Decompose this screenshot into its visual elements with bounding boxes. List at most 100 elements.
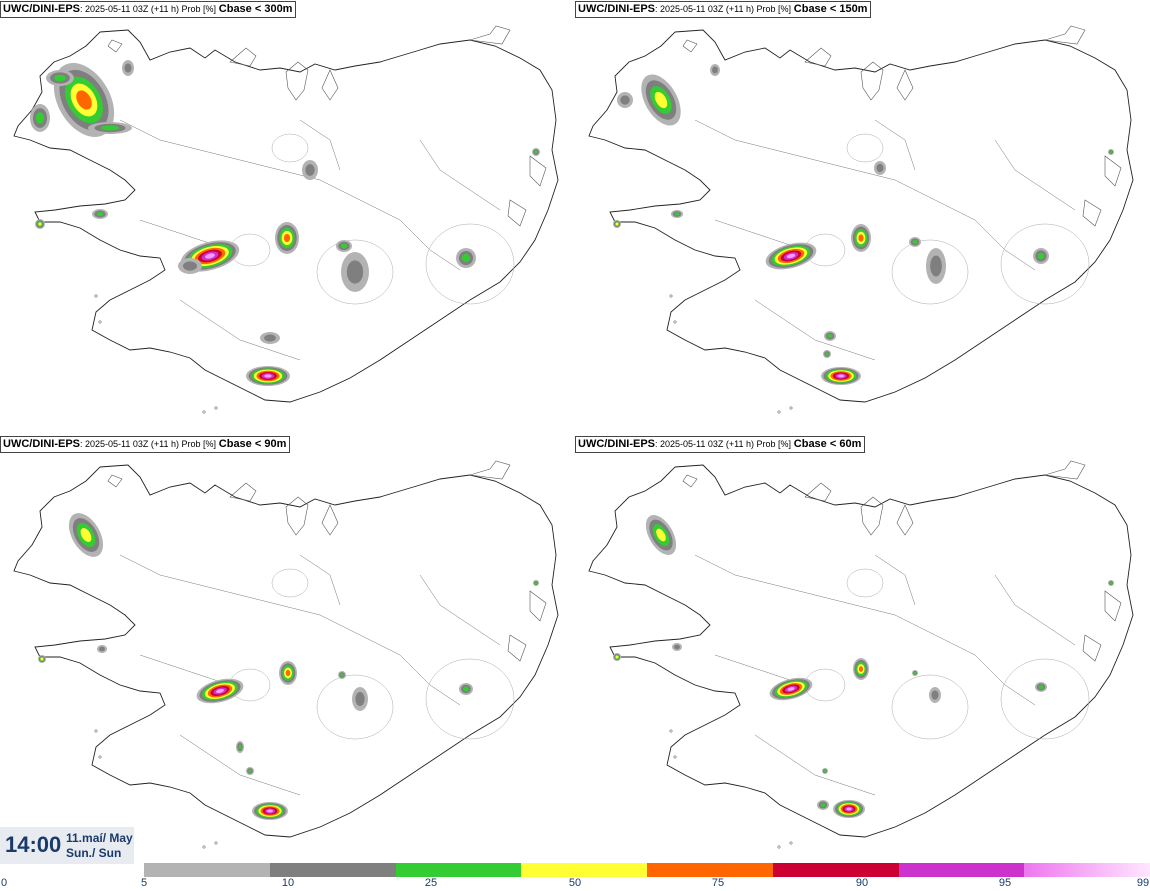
fjord-outline — [896, 504, 914, 536]
probability-area-group — [765, 242, 817, 270]
island — [789, 841, 793, 845]
fjord-outline — [529, 590, 547, 622]
probability-area — [532, 148, 540, 156]
glacier-outline — [846, 568, 884, 598]
probability-area — [821, 367, 861, 385]
probability-area — [252, 802, 288, 820]
colorbar-tick-label: 5 — [140, 877, 148, 889]
probability-area — [341, 252, 369, 292]
glacier-outline — [891, 674, 969, 740]
probability-area — [302, 160, 318, 180]
fjord-outline — [860, 496, 884, 536]
coastline — [13, 29, 559, 403]
probability-area — [336, 240, 352, 252]
fjord-outline — [321, 69, 339, 101]
run-info: : 2025-05-11 03Z (+11 h) Prob [%] — [655, 439, 791, 449]
island — [673, 320, 677, 324]
probability-area — [246, 767, 254, 775]
glacier-outline — [891, 239, 969, 305]
island — [789, 406, 793, 410]
probability-area — [874, 161, 886, 175]
probability-area — [97, 645, 107, 653]
valid-date: 11.maí/ May — [66, 831, 133, 845]
colorbar-tick-label: 75 — [711, 877, 725, 889]
probability-area — [35, 219, 45, 229]
probability-area — [178, 258, 202, 274]
fjord-outline — [682, 39, 698, 53]
map-panel-cbase-60: UWC/DINI-EPS: 2025-05-11 03Z (+11 h) Pro… — [575, 435, 1150, 870]
model-name: UWC/DINI-EPS — [578, 3, 655, 15]
probability-area-group — [196, 678, 244, 704]
run-info: : 2025-05-11 03Z (+11 h) Prob [%] — [80, 439, 216, 449]
probability-area — [641, 74, 681, 126]
colorbar-segment — [898, 863, 1025, 877]
island — [98, 755, 102, 759]
map-panel-cbase-150: UWC/DINI-EPS: 2025-05-11 03Z (+11 h) Pro… — [575, 0, 1150, 435]
glacier-outline — [425, 658, 515, 740]
probability-area — [122, 60, 134, 76]
glacier-outline — [271, 133, 309, 163]
probability-area — [769, 677, 813, 701]
probability-area — [817, 800, 829, 810]
island — [214, 406, 218, 410]
probability-area-group — [641, 74, 681, 126]
probability-area — [909, 237, 921, 247]
iceland-map — [13, 25, 559, 414]
coastline — [13, 464, 559, 838]
map-panel-cbase-90: UWC/DINI-EPS: 2025-05-11 03Z (+11 h) Pro… — [0, 435, 575, 870]
probability-area-group — [68, 513, 104, 557]
probability-area — [617, 92, 633, 108]
probability-area — [1035, 682, 1047, 692]
model-name: UWC/DINI-EPS — [578, 438, 655, 450]
probability-area — [338, 671, 346, 679]
probability-area — [1108, 580, 1114, 586]
probability-area — [926, 248, 946, 284]
island — [214, 841, 218, 845]
island — [94, 729, 98, 733]
probability-area — [672, 643, 682, 651]
island — [669, 294, 673, 298]
probability-area — [613, 220, 621, 228]
probability-area — [196, 678, 244, 704]
probability-area — [613, 653, 621, 661]
fjord-outline — [229, 482, 257, 502]
fjord-outline — [507, 199, 527, 227]
island — [673, 755, 677, 759]
glacier-outline — [425, 223, 515, 305]
glacier-outline — [316, 674, 394, 740]
probability-area — [833, 800, 865, 818]
run-info: : 2025-05-11 03Z (+11 h) Prob [%] — [80, 4, 216, 14]
fjord-outline — [229, 47, 257, 67]
probability-area-group — [53, 63, 115, 137]
threshold-label: Cbase < 300m — [218, 3, 293, 15]
fjord-outline — [804, 482, 832, 502]
probability-area — [92, 209, 108, 219]
panel-title: UWC/DINI-EPS: 2025-05-11 03Z (+11 h) Pro… — [0, 436, 291, 453]
road-lines — [119, 554, 501, 796]
colorbar-segment — [1024, 863, 1150, 877]
colorbar-segment — [144, 863, 270, 877]
fjord-outline — [1104, 155, 1122, 187]
probability-area — [46, 70, 74, 86]
fjord-outline — [507, 634, 527, 662]
fjord-outline — [469, 460, 511, 480]
colorbar-tick-label: 10 — [281, 877, 295, 889]
probability-area-group — [645, 515, 677, 555]
probability-area — [236, 741, 244, 753]
fjord-outline — [321, 504, 339, 536]
colorbar-segment — [269, 863, 396, 877]
island — [98, 320, 102, 324]
glacier-outline — [1000, 658, 1090, 740]
run-info: : 2025-05-11 03Z (+11 h) Prob [%] — [655, 4, 791, 14]
fjord-outline — [1044, 460, 1086, 480]
valid-weekday: Sun./ Sun — [66, 846, 122, 860]
probability-area — [68, 513, 104, 557]
iceland-map — [588, 460, 1134, 849]
colorbar-segment — [647, 863, 773, 877]
probability-area — [459, 683, 473, 695]
probability-area — [851, 224, 871, 252]
probability-area — [823, 350, 831, 358]
probability-area — [822, 768, 828, 774]
colorbar-tick-label: 25 — [424, 877, 438, 889]
probability-area — [352, 687, 368, 711]
